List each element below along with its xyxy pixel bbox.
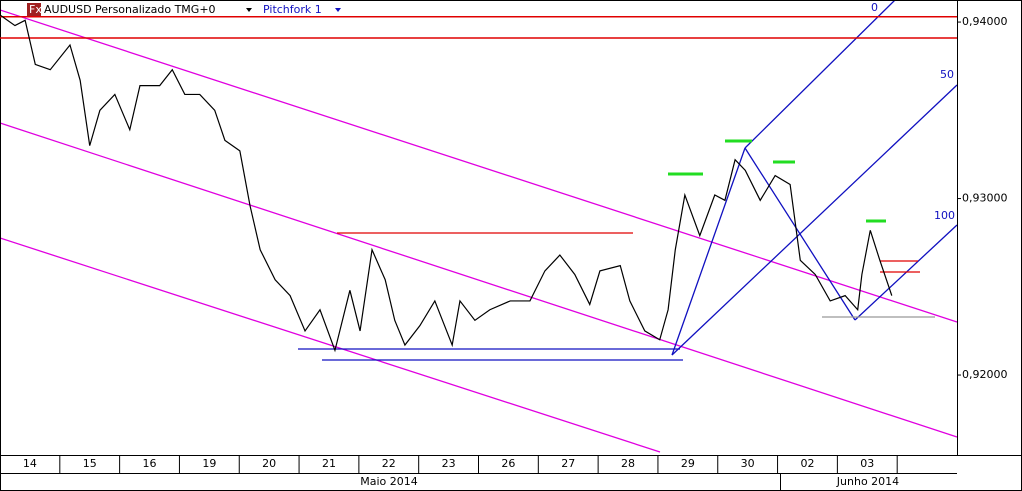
pitchfork-label: 100 (934, 209, 955, 222)
trend-line (0, 9, 958, 323)
x-tick-label: 19 (202, 457, 216, 470)
dropdown-arrow[interactable] (246, 8, 252, 12)
pitchfork-line (744, 147, 856, 321)
x-tick-label: 21 (322, 457, 336, 470)
symbol-icon (27, 3, 41, 17)
x-tick-label: 22 (382, 457, 396, 470)
x-tick-label: 16 (143, 457, 157, 470)
x-tick-label: 20 (262, 457, 276, 470)
month-label: Maio 2014 (360, 475, 418, 488)
pitchfork-label: 0 (871, 1, 878, 14)
y-tick-label: 0,94000 (962, 15, 1008, 28)
trend-line (0, 237, 661, 453)
x-tick-label: 26 (501, 457, 515, 470)
trend-line (0, 122, 958, 438)
x-tick-label: 23 (442, 457, 456, 470)
x-tick-label: 14 (23, 457, 37, 470)
y-tick-label: 0,92000 (962, 368, 1008, 381)
x-tick-label: 27 (561, 457, 575, 470)
x-tick-label: 15 (83, 457, 97, 470)
y-tick-label: 0,93000 (962, 192, 1008, 205)
dropdown-arrow[interactable] (335, 8, 341, 12)
x-tick-label: 29 (681, 457, 695, 470)
x-tick-label: 03 (860, 457, 874, 470)
price-line (0, 14, 893, 353)
pitchfork-line (671, 84, 958, 356)
pitchfork-label: 50 (940, 68, 954, 81)
drawings (0, 0, 958, 453)
pitchfork-line (671, 147, 746, 356)
x-tick-label: 28 (621, 457, 635, 470)
pitchfork-line (744, 0, 896, 149)
indicator-title[interactable]: Pitchfork 1 (263, 3, 322, 16)
header: Fx AUDUSD Personalizado TMG+0 Pitchfork … (27, 3, 341, 17)
x-tick-label: 30 (741, 457, 755, 470)
x-tick-label: 02 (800, 457, 814, 470)
symbol-icon-text: Fx (29, 3, 42, 16)
symbol-title[interactable]: AUDUSD Personalizado TMG+0 (44, 3, 216, 16)
month-label: Junho 2014 (836, 475, 899, 488)
